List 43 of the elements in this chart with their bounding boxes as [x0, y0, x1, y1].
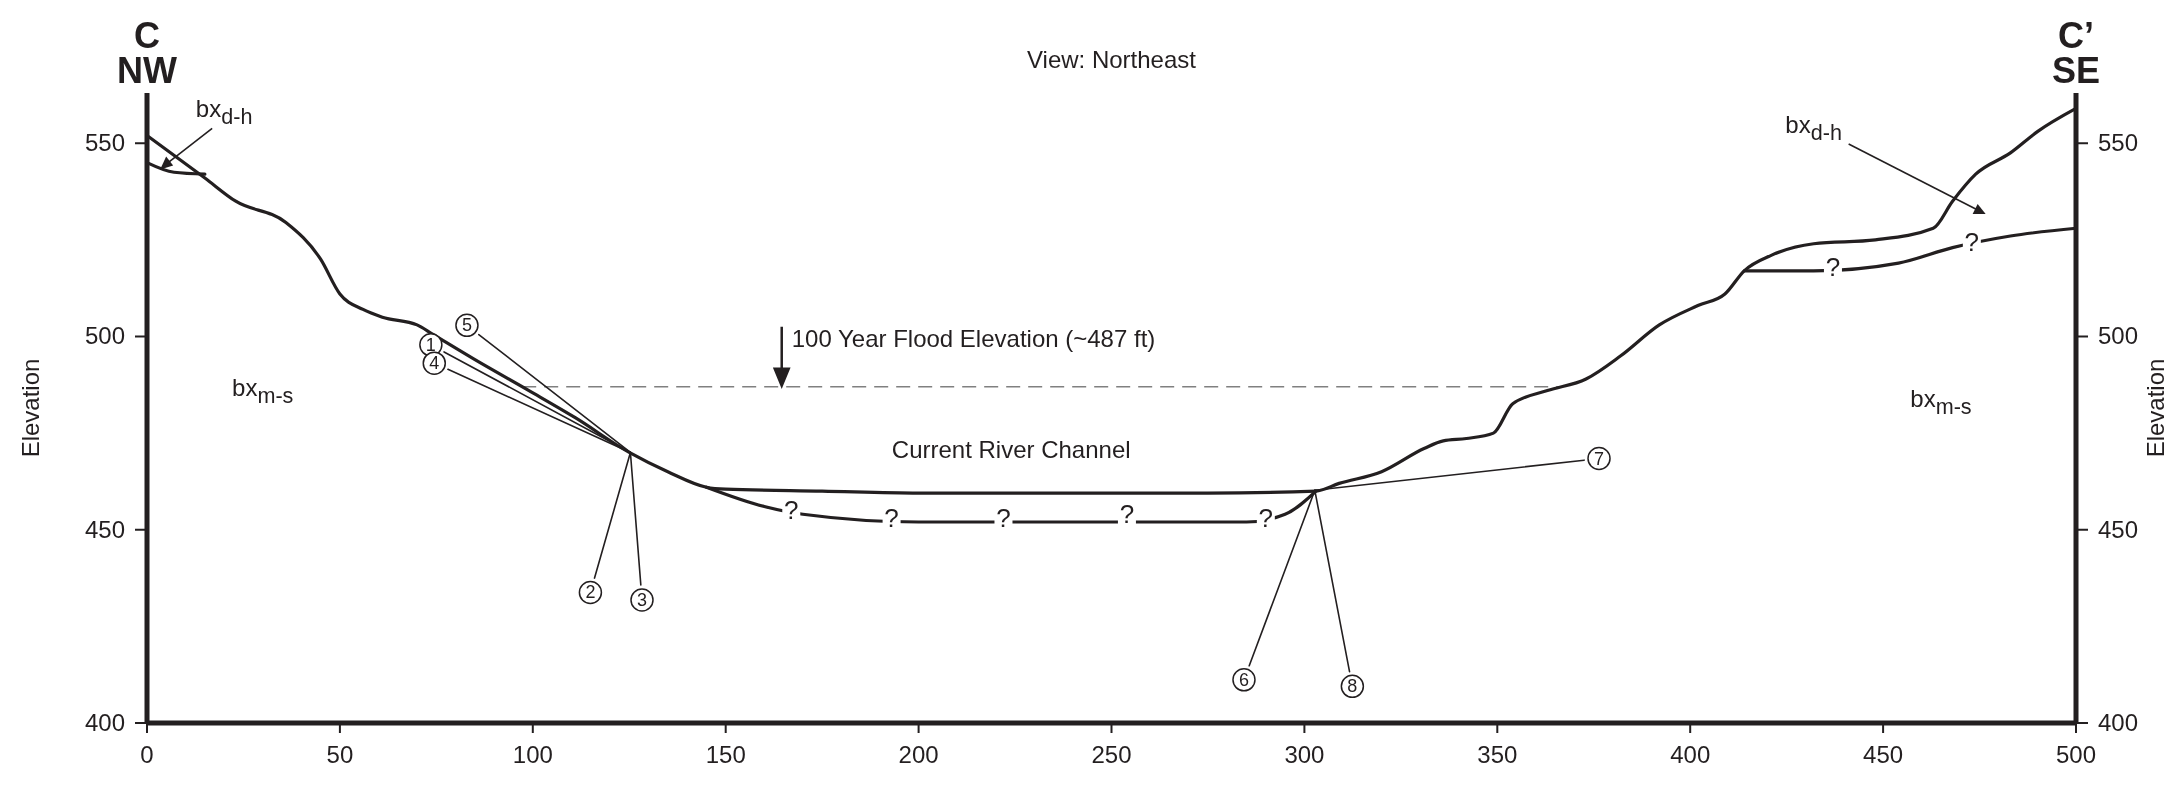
x-tick-label: 200 [898, 741, 939, 768]
legend-label: 3 [636, 589, 648, 610]
annotation: bx$_{m-s}$ [1910, 385, 1972, 419]
series-label: 1 [425, 334, 436, 355]
series-label: 5 [461, 315, 472, 336]
y2-tick-label: 450 [2098, 515, 2139, 543]
y-tick-label: 550 [84, 129, 125, 157]
x-tick-label: 100 [512, 741, 553, 768]
annotation: bx$_{d-h}$ [195, 95, 253, 130]
y-axis-title: Elevation [17, 358, 44, 458]
x-tick-label: 300 [1284, 741, 1325, 768]
annotation: ? [884, 503, 899, 534]
chart-title: View: Northeast [1027, 46, 1197, 73]
annotation: ? [1119, 499, 1135, 530]
annotation: bx$_{d-h}$ [1785, 110, 1842, 145]
series-label: 7 [1594, 448, 1605, 469]
series-label: 6 [1238, 669, 1249, 690]
y2-tick-label: 550 [2098, 129, 2139, 157]
annotation: bx$_{m-s}$ [232, 373, 294, 408]
annotation: ? [1964, 226, 1980, 257]
y2-tick-label: 500 [2098, 322, 2139, 350]
x-tick-label: 250 [1091, 741, 1132, 768]
y2-tick-label: 400 [2098, 709, 2139, 736]
ref-line-label: 100 Year Flood Elevation (~487 ft) [791, 324, 1156, 352]
x-tick-label: 0 [140, 741, 154, 768]
x-tick-label: 450 [1863, 741, 1904, 768]
series-label: 8 [1347, 676, 1358, 697]
y-tick-label: 400 [84, 709, 125, 736]
y-tick-label: 500 [84, 322, 125, 350]
series-label: 2 [585, 582, 596, 603]
y2-axis-title: Elevation [2142, 358, 2169, 458]
x-tick-label: 50 [326, 741, 354, 768]
annotation: ? [996, 503, 1011, 534]
annotation: ? [1825, 251, 1841, 282]
annotation: ? [784, 495, 799, 526]
x-tick-label: 150 [705, 741, 746, 768]
annotation: ? [1258, 503, 1274, 534]
series-label: 4 [429, 353, 440, 374]
y-tick-label: 450 [84, 515, 125, 543]
x-tick-label: 400 [1670, 741, 1711, 768]
annotation: Current River Channel [891, 435, 1131, 463]
x-tick-label: 500 [2055, 741, 2097, 768]
x-tick-label: 350 [1477, 741, 1518, 768]
